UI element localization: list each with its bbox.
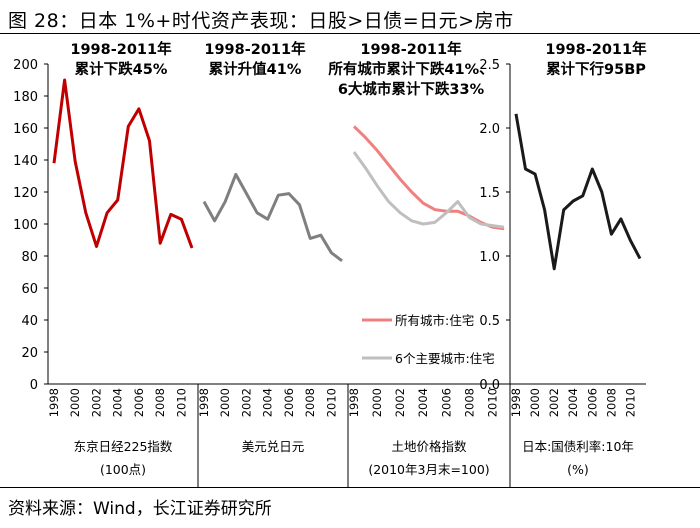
x-tick-label: 2004: [416, 388, 430, 417]
category-unit-4: (%): [567, 462, 589, 477]
x-tick-label: 1998: [47, 388, 61, 417]
x-tick-label: 2008: [462, 388, 476, 417]
source-note: 资料来源：Wind，长江证券研究所: [8, 499, 272, 519]
x-tick-label: 1998: [347, 388, 361, 417]
panel-annotation-2: 累计升值41%: [209, 60, 302, 78]
x-tick-label: 2002: [239, 388, 253, 417]
x-tick-label: 2010: [324, 388, 338, 417]
left-y-tick-label: 200: [13, 58, 38, 73]
category-label-2: 美元兑日元: [242, 439, 305, 454]
panel-annotation-1: 累计下跌45%: [75, 60, 168, 78]
x-tick-label: 2004: [261, 388, 275, 417]
series-line-所有城市:住宅: [352, 125, 505, 231]
right-y-tick-label: 0.5: [479, 314, 500, 329]
x-tick-label: 2006: [132, 388, 146, 417]
panel-annotation-3: 6大城市累计下跌33%: [338, 80, 485, 98]
right-y-tick-label: 2.0: [479, 122, 500, 137]
panel-annotation-3: 1998-2011年: [360, 40, 462, 58]
series-line-美元兑日元: [202, 172, 343, 262]
left-y-tick-label: 160: [13, 122, 38, 137]
category-unit-3: (2010年3月末=100): [368, 462, 489, 477]
series-line-东京日经225指数: [52, 78, 194, 249]
panel-annotation-2: 1998-2011年: [204, 40, 306, 58]
x-tick-label: 2004: [111, 388, 125, 417]
category-unit-1: (100点): [100, 462, 146, 477]
source-divider: [0, 487, 700, 488]
x-tick-label: 2008: [153, 388, 167, 417]
asset-performance-chart: 0 20 40 60 80 100 120 140 160 180 200 0.0 0.5 1.0 1.5 2…: [13, 40, 647, 487]
x-tick-label: 2008: [604, 388, 618, 417]
left-y-tick-label: 140: [13, 154, 38, 169]
left-y-tick-label: 120: [13, 186, 38, 201]
series-line-日本:国债利率:10年: [514, 113, 642, 271]
right-y-tick-label: 1.0: [479, 250, 500, 265]
panel-annotation-1: 1998-2011年: [70, 40, 172, 58]
left-y-tick-label: 40: [21, 314, 38, 329]
x-tick-label: 2002: [89, 388, 103, 417]
right-y-tick-label: 2.5: [479, 58, 500, 73]
panel-annotation-4: 累计下行95BP: [546, 60, 646, 78]
panel-annotation-4: 1998-2011年: [545, 40, 647, 58]
x-tick-label: 2010: [623, 388, 637, 417]
left-y-tick-label: 180: [13, 90, 38, 105]
category-label-4: 日本:国债利率:10年: [522, 439, 634, 454]
x-tick-label: 2002: [393, 388, 407, 417]
left-y-tick-label: 60: [21, 282, 38, 297]
x-tick-label: 2000: [370, 388, 384, 417]
left-y-tick-label: 20: [21, 346, 38, 361]
panel-annotation-3: 所有城市累计下跌41%、: [328, 60, 493, 78]
x-tick-label: 2010: [485, 388, 499, 417]
left-y-tick-label: 80: [21, 250, 38, 265]
title-divider: [0, 33, 700, 34]
x-tick-label: 2000: [68, 388, 82, 417]
legend-label-2: 6个主要城市:住宅: [395, 351, 495, 366]
figure-title: 图 28：日本 1%+时代资产表现：日股>日债=日元>房市: [8, 10, 514, 32]
x-tick-label: 1998: [197, 388, 211, 417]
x-tick-label: 2004: [566, 388, 580, 417]
right-y-tick-label: 1.5: [479, 186, 500, 201]
x-tick-label: 2006: [282, 388, 296, 417]
x-tick-label: 2010: [174, 388, 188, 417]
category-label-3: 土地价格指数: [391, 439, 467, 454]
x-tick-label: 2008: [303, 388, 317, 417]
category-label-1: 东京日经225指数: [74, 439, 173, 454]
x-tick-label: 2006: [439, 388, 453, 417]
right-y-tick-label: 0.0: [479, 378, 500, 393]
left-y-tick-label: 0: [30, 378, 38, 393]
left-y-tick-label: 100: [13, 218, 38, 233]
x-tick-label: 2000: [218, 388, 232, 417]
legend-label-1: 所有城市:住宅: [395, 313, 474, 328]
x-tick-label: 2000: [528, 388, 542, 417]
x-tick-label: 2006: [585, 388, 599, 417]
x-tick-label: 2002: [547, 388, 561, 417]
series-line-6个主要城市:住宅: [352, 151, 505, 229]
x-tick-label: 1998: [509, 388, 523, 417]
